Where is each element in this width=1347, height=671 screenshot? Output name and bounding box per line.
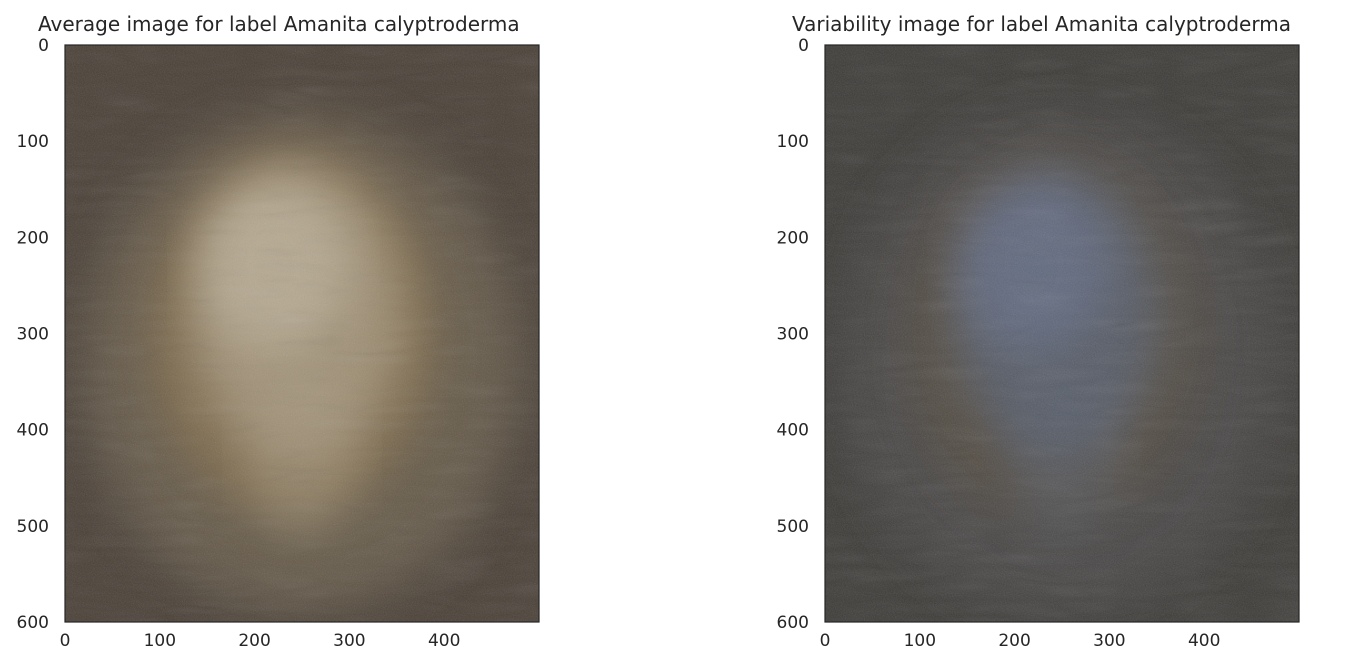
average-image-y-tick-label: 500 — [17, 517, 49, 537]
variability-image-x-tick-label: 200 — [998, 631, 1030, 651]
average-image-y-tick-label: 200 — [17, 228, 49, 248]
variability-image-y-tick-label: 300 — [777, 325, 809, 345]
average-image-axes: 0 100 200 300 400 0 100 200 300 400 500 600 — [17, 36, 540, 651]
average-image-y-tick-label: 100 — [17, 132, 49, 152]
variability-image-title: Variability image for label Amanita caly… — [792, 12, 1291, 36]
variability-image-axes: 0 100 200 300 400 0 100 200 300 400 500 600 — [777, 36, 1300, 651]
variability-image-x-tick-label: 400 — [1188, 631, 1220, 651]
variability-image-x-tick-label: 300 — [1093, 631, 1125, 651]
average-image-y-tick-label: 300 — [17, 325, 49, 345]
average-image-y-tick-label: 400 — [17, 421, 49, 441]
variability-image-y-tick-label: 600 — [777, 613, 809, 633]
variability-image-noise-texture — [825, 45, 1299, 622]
average-image-frame — [64, 44, 540, 623]
average-image-x-tick-label: 400 — [428, 631, 460, 651]
variability-image-y-tick-label: 500 — [777, 517, 809, 537]
average-image-y-tick-label: 600 — [17, 613, 49, 633]
average-image-x-tick-label: 100 — [144, 631, 176, 651]
variability-image-frame — [824, 44, 1300, 623]
average-image-x-tick-label: 200 — [238, 631, 270, 651]
variability-image-y-tick-label: 0 — [798, 36, 809, 56]
average-image-x-tick-label: 300 — [333, 631, 365, 651]
variability-image-pixels — [825, 45, 1299, 622]
average-image-y-tick-label: 0 — [38, 36, 49, 56]
variability-image-x-tick-label: 0 — [820, 631, 831, 651]
variability-image-y-tick-label: 200 — [777, 228, 809, 248]
average-image-title: Average image for label Amanita calyptro… — [38, 12, 520, 36]
variability-image-y-tick-label: 100 — [777, 132, 809, 152]
average-image-noise-texture — [65, 45, 539, 622]
average-image-pixels — [65, 45, 539, 622]
variability-image-x-tick-label: 100 — [904, 631, 936, 651]
variability-image-y-tick-label: 400 — [777, 421, 809, 441]
average-image-x-tick-label: 0 — [60, 631, 71, 651]
